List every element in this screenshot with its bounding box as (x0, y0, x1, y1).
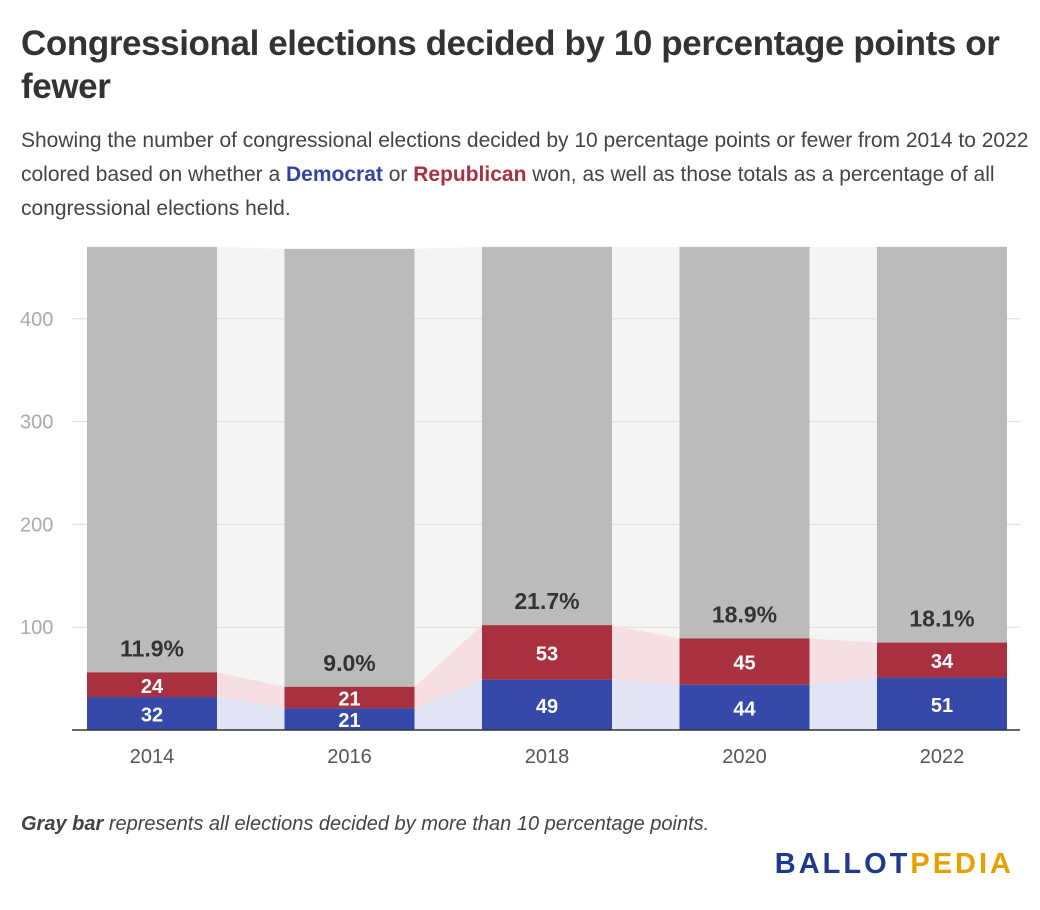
bar-democrat-2022 (877, 677, 1007, 730)
y-tick-label: 100 (20, 617, 53, 639)
republican-value-label: 24 (141, 676, 164, 698)
x-tick-label: 2018 (525, 746, 570, 768)
republican-value-label: 45 (733, 653, 755, 675)
bars (87, 246, 1007, 730)
footnote-bold: Gray bar (21, 813, 104, 835)
x-tick-label: 2020 (722, 746, 767, 768)
bar-democrat-2018 (482, 679, 612, 730)
percent-label: 9.0% (323, 650, 375, 676)
y-tick-label: 300 (20, 412, 53, 434)
bar-republican-2020 (679, 638, 810, 685)
subtitle-or: or (382, 163, 414, 186)
subtitle-text-1: Showing the number of congressional elec… (21, 129, 1029, 186)
bar-republican-2018 (482, 625, 612, 680)
y-tick-label: 200 (20, 514, 53, 536)
logo-part-2: PEDIA (910, 848, 1014, 880)
bar-republican-2022 (877, 642, 1007, 678)
bar-other-2018 (482, 246, 612, 626)
bar-other-2016 (284, 248, 415, 687)
bar-republican-2016 (284, 686, 415, 709)
y-tick-label: 400 (20, 309, 53, 331)
republican-connector (612, 625, 680, 685)
series-connectors (217, 625, 877, 730)
subtitle-text-2: won, as well as those totals as a percen… (21, 163, 995, 220)
republican-value-label: 34 (931, 651, 954, 673)
ballotpedia-logo: BALLOTPEDIA (775, 848, 1014, 881)
chart-title: Congressional elections decided by 10 pe… (21, 24, 1000, 106)
subtitle-republican: Republican (413, 163, 527, 186)
republican-connector (217, 672, 285, 709)
x-tick-label: 2014 (130, 746, 175, 768)
percent-label: 11.9% (120, 635, 184, 661)
footnote: Gray bar represents all elections decide… (21, 813, 709, 836)
bar-democrat-2020 (679, 684, 810, 730)
footnote-text: represents all elections decided by more… (103, 813, 710, 835)
subtitle-democrat: Democrat (286, 163, 383, 186)
republican-value-label: 21 (338, 689, 360, 711)
chart-subtitle: Showing the number of congressional elec… (21, 124, 1031, 226)
bar-other-2020 (679, 246, 810, 639)
republican-connector (414, 625, 482, 709)
bar-republican-2014 (87, 672, 217, 698)
bar-other-2022 (877, 246, 1007, 643)
x-tick-label: 2016 (327, 746, 372, 768)
bar-other-2014 (87, 246, 217, 673)
democrat-value-label: 21 (338, 710, 360, 732)
democrat-value-label: 32 (141, 705, 163, 727)
axes: 100 200 300 400 2014 2016 2018 2020 2022 (20, 309, 1020, 768)
x-tick-label: 2022 (920, 746, 965, 768)
republican-connector (809, 638, 877, 685)
democrat-connector (217, 697, 285, 730)
democrat-connector (809, 677, 877, 730)
democrat-connector (612, 679, 680, 730)
stacked-bar-chart: 322411.9%21219.0%495321.7%444518.9%51341… (20, 246, 1020, 768)
percent-label: 18.1% (909, 606, 974, 632)
percent-label: 18.9% (712, 602, 777, 628)
bar-democrat-2014 (87, 697, 217, 730)
democrat-value-label: 51 (931, 695, 953, 717)
logo-part-1: BALLOT (774, 848, 911, 880)
percent-label: 21.7% (514, 588, 579, 614)
bar-democrat-2016 (284, 708, 415, 730)
democrat-connector (414, 679, 482, 730)
democrat-value-label: 49 (536, 696, 558, 718)
republican-value-label: 53 (536, 643, 558, 665)
democrat-value-label: 44 (733, 698, 756, 720)
